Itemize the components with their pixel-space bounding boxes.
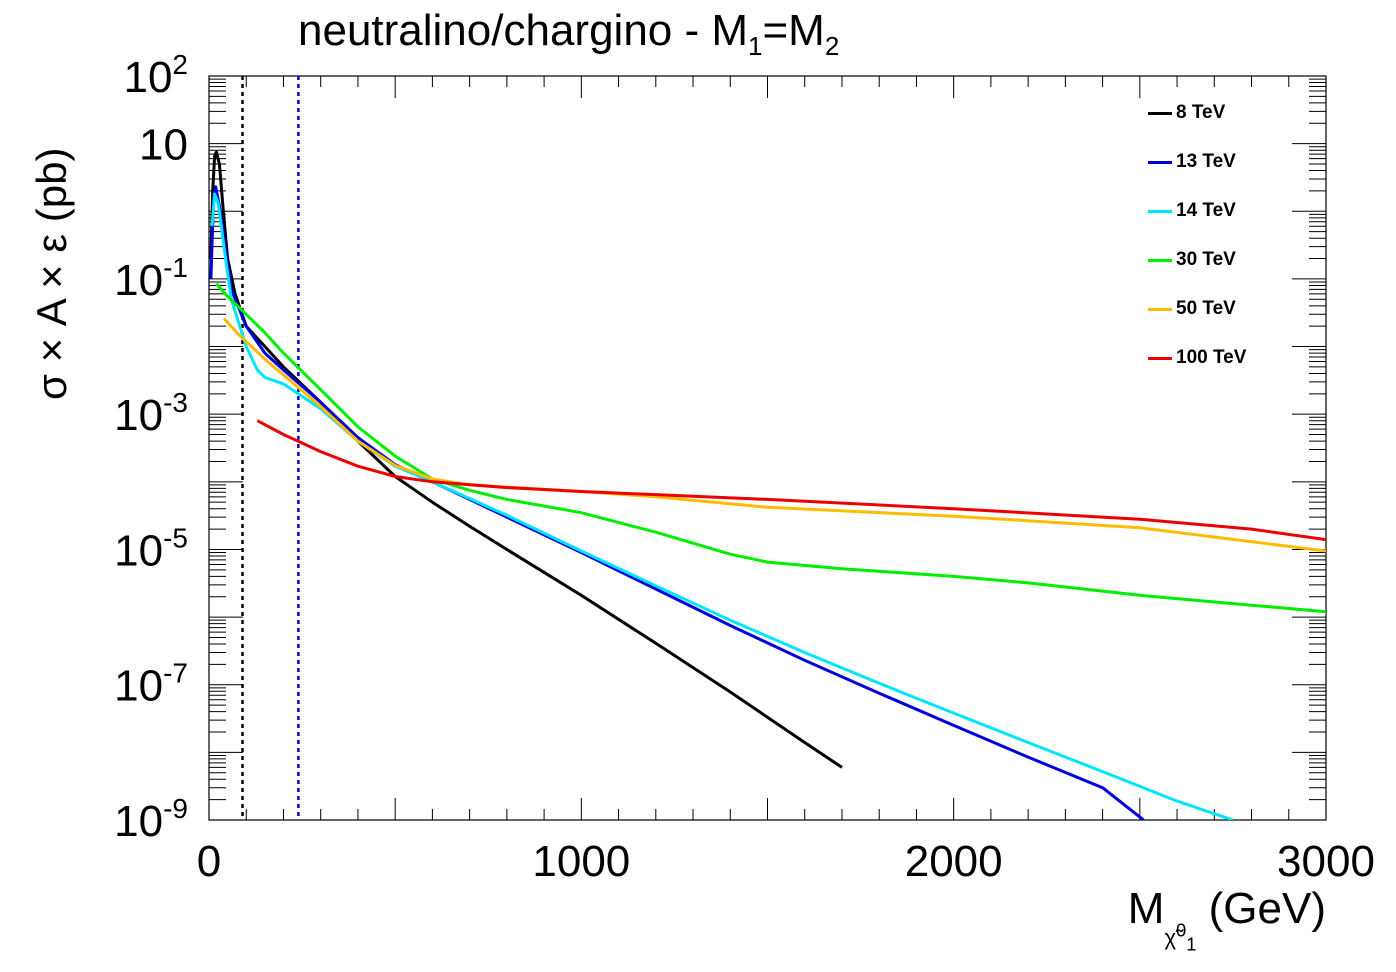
legend-swatch: [1148, 357, 1172, 360]
y-tick-exponent: -3: [163, 387, 188, 418]
y-tick-exponent: -5: [163, 522, 188, 553]
legend-swatch: [1148, 161, 1172, 164]
y-tick-label: 10: [139, 121, 188, 170]
x-tick-label: 1000: [532, 837, 630, 886]
legend-label: 100 TeV: [1176, 347, 1247, 368]
legend-item: 50 TeV: [1148, 296, 1298, 345]
legend-item: 13 TeV: [1148, 149, 1298, 198]
legend-swatch: [1148, 112, 1172, 115]
x-label-sup: 0: [1176, 919, 1187, 941]
title-eq: =M: [762, 6, 825, 55]
x-label-sub: χ̃01: [1164, 920, 1196, 955]
series-line: [210, 192, 1234, 820]
x-label-chi: χ̃: [1164, 925, 1177, 950]
title-text: neutralino/chargino - M: [298, 6, 749, 55]
axis-ticks: [208, 75, 1327, 821]
series-line: [256, 419, 1326, 542]
legend-item: 30 TeV: [1148, 247, 1298, 296]
x-tick-label: 2000: [905, 837, 1003, 886]
legend-item: 100 TeV: [1148, 345, 1298, 394]
x-label-unit: (GeV): [1196, 884, 1326, 933]
legend-label: 14 TeV: [1176, 200, 1236, 221]
legend-label: 8 TeV: [1176, 102, 1226, 123]
series-line: [209, 150, 843, 769]
y-tick-exponent: -7: [163, 658, 188, 689]
y-tick-label: 10-9: [114, 793, 188, 846]
series-line: [222, 317, 1326, 553]
x-axis-label: Mχ̃01 (GeV): [1127, 884, 1326, 954]
y-tick-base: 10: [114, 391, 163, 440]
legend-label: 30 TeV: [1176, 249, 1236, 270]
series-line: [215, 282, 1326, 614]
y-tick-label: 10-1: [114, 252, 188, 305]
y-tick-exponent: -9: [163, 793, 188, 824]
title-sub1: 1: [748, 31, 763, 61]
chart-title: neutralino/chargino - M1=M2: [298, 6, 839, 62]
x-label-main: M: [1127, 884, 1165, 933]
x-tick-labels: 0 1000 2000 3000: [197, 837, 1375, 886]
y-tick-label: 10-3: [114, 387, 188, 440]
legend-item: 14 TeV: [1148, 198, 1298, 247]
y-tick-exponent: -1: [163, 252, 188, 283]
y-tick-base: 10: [114, 256, 163, 305]
y-axis-label: σ × A × ε (pb): [28, 147, 75, 400]
legend-swatch: [1148, 308, 1172, 311]
y-tick-base: 10: [139, 121, 188, 170]
legend-item: 8 TeV: [1148, 100, 1298, 149]
y-tick-exponent: 2: [172, 49, 188, 80]
legend: 8 TeV 13 TeV 14 TeV 30 TeV 50 TeV 100 TeV: [1148, 100, 1298, 394]
legend-swatch: [1148, 259, 1172, 262]
y-tick-label: 10-5: [114, 522, 188, 575]
legend-label: 50 TeV: [1176, 298, 1236, 319]
title-sub2: 2: [824, 31, 840, 61]
y-tick-label: 102: [123, 49, 188, 102]
x-label-subsub: 1: [1186, 933, 1197, 955]
legend-swatch: [1148, 210, 1172, 213]
y-tick-base: 10: [114, 662, 163, 711]
x-tick-label: 0: [197, 837, 221, 886]
legend-label: 13 TeV: [1176, 151, 1236, 172]
x-tick-label: 3000: [1277, 837, 1375, 886]
reference-lines: [241, 76, 300, 820]
y-tick-base: 10: [123, 53, 172, 102]
y-tick-base: 10: [114, 797, 163, 846]
series-line: [209, 185, 1145, 820]
y-tick-label: 10-7: [114, 658, 188, 711]
series-curves: [209, 150, 1326, 820]
y-tick-base: 10: [114, 526, 163, 575]
